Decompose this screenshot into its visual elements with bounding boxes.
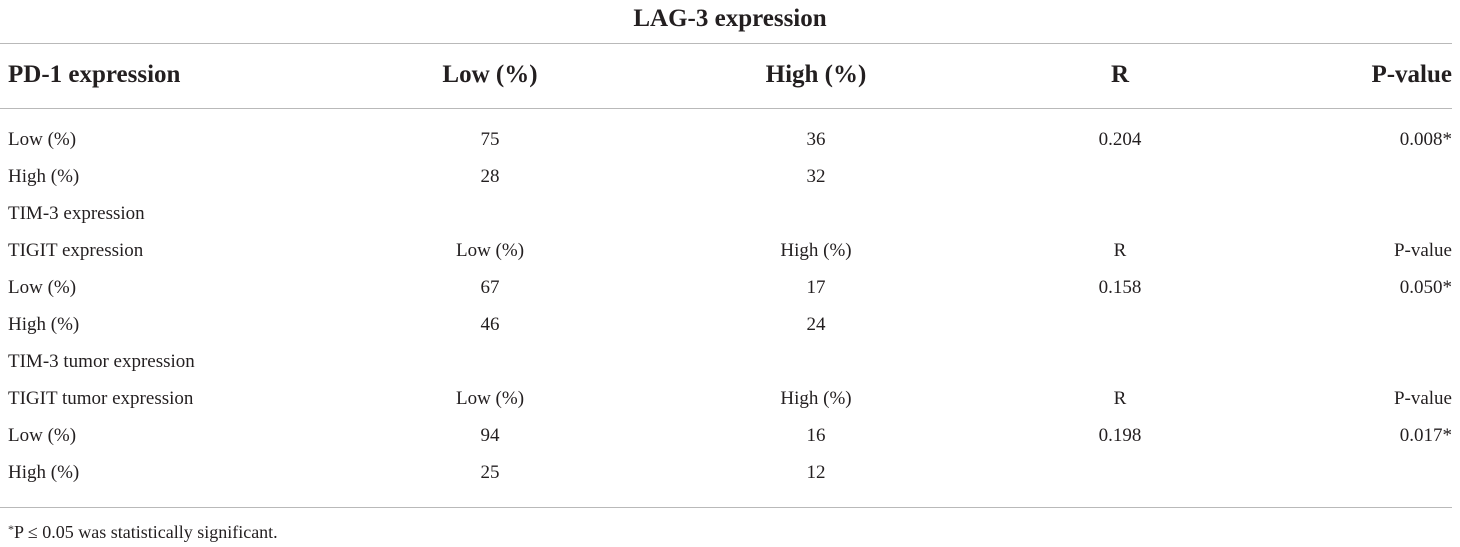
table-row: High (%) 46 24 (0, 310, 1460, 340)
high-cell: 32 (806, 166, 826, 187)
table-row: TIGIT expression Low (%) High (%) R P-value (0, 236, 1460, 266)
low-cell: 67 (480, 277, 500, 298)
table-row: Low (%) 75 36 0.204 0.008* (0, 125, 1460, 155)
row-label-cell: TIM-3 tumor expression (8, 351, 195, 372)
top-rule (0, 43, 1452, 44)
bottom-rule (0, 507, 1452, 508)
table-row: TIGIT tumor expression Low (%) High (%) R P-… (0, 384, 1460, 414)
table-row: TIM-3 tumor expression (0, 347, 1460, 377)
table-row: High (%) 28 32 (0, 162, 1460, 192)
p-value-cell: P-value (1393, 240, 1452, 261)
spanner-title: LAG-3 expression (633, 5, 827, 32)
row-label-cell: TIGIT expression (8, 240, 144, 261)
high-cell: 36 (806, 129, 826, 150)
r-cell: 0.158 (1098, 277, 1142, 298)
header-cell-r: R (1110, 61, 1130, 88)
p-value-cell: P-value (1393, 388, 1452, 409)
p-value-cell: 0.050* (1399, 277, 1452, 298)
p-value-cell: 0.008* (1399, 129, 1452, 150)
row-label-cell: TIM-3 expression (8, 203, 145, 224)
table-row: High (%) 25 12 (0, 458, 1460, 488)
high-cell: 24 (806, 314, 826, 335)
low-cell: 25 (480, 462, 500, 483)
row-label-cell: High (%) (8, 166, 80, 187)
row-label-cell: High (%) (8, 462, 80, 483)
header-cell-high: High (%) (765, 61, 867, 88)
high-cell: 17 (806, 277, 826, 298)
header-cell-p-value: P-value (1371, 61, 1452, 88)
r-cell: R (1113, 240, 1127, 261)
table-row: Low (%) 94 16 0.198 0.017* (0, 421, 1460, 451)
footnote-marker: * (8, 522, 14, 536)
low-cell: 75 (480, 129, 500, 150)
row-label-cell: High (%) (8, 314, 80, 335)
low-cell: Low (%) (455, 388, 525, 409)
row-label-cell: Low (%) (8, 425, 77, 446)
r-cell: 0.204 (1098, 129, 1142, 150)
table-row: Low (%) 67 17 0.158 0.050* (0, 273, 1460, 303)
header-cell-low: Low (%) (442, 61, 538, 88)
table-header-row: PD-1 expression Low (%) High (%) R P-val… (0, 56, 1460, 94)
high-cell: High (%) (780, 240, 852, 261)
high-cell: High (%) (780, 388, 852, 409)
header-rule (0, 108, 1452, 109)
row-label-cell: Low (%) (8, 129, 77, 150)
footnote-text: P ≤ 0.05 was statistically significant. (14, 522, 278, 542)
low-cell: Low (%) (455, 240, 525, 261)
footnote: *P ≤ 0.05 was statistically significant. (8, 516, 278, 545)
low-cell: 46 (480, 314, 500, 335)
p-value-cell: 0.017* (1399, 425, 1452, 446)
low-cell: 94 (480, 425, 500, 446)
row-label-cell: TIGIT tumor expression (8, 388, 194, 409)
low-cell: 28 (480, 166, 500, 187)
header-cell-row-label: PD-1 expression (8, 61, 181, 88)
row-label-cell: Low (%) (8, 277, 77, 298)
table-row: TIM-3 expression (0, 199, 1460, 229)
high-cell: 12 (806, 462, 826, 483)
r-cell: 0.198 (1098, 425, 1142, 446)
high-cell: 16 (806, 425, 826, 446)
r-cell: R (1113, 388, 1127, 409)
